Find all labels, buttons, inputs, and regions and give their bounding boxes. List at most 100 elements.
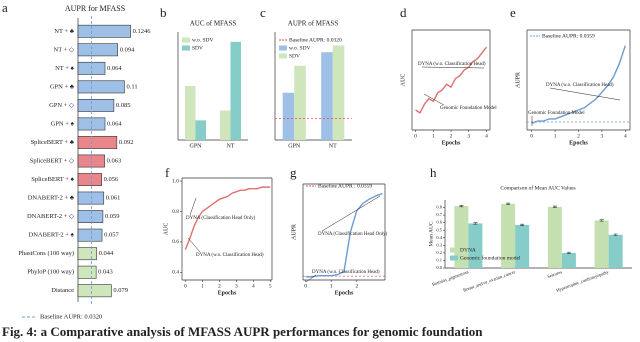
panel-label: c	[260, 5, 266, 20]
x-tick-label: 2	[218, 283, 221, 289]
bar	[547, 206, 562, 268]
y-tick-label: 0.8	[172, 209, 179, 215]
x-tick-label: 1	[201, 283, 204, 289]
legend-swatch	[450, 247, 458, 253]
category-label: NT + ◇	[54, 46, 75, 53]
panel-label: b	[160, 5, 167, 20]
value-label: 0.043	[98, 269, 113, 276]
error-bar	[520, 223, 525, 226]
annotation-arrow	[549, 87, 621, 101]
value-label: 0.094	[120, 46, 135, 53]
y-axis-label: AUPR	[291, 224, 297, 240]
bar	[77, 43, 118, 57]
value-label: 0.057	[104, 232, 119, 239]
category-label: PhyloP (100 way)	[27, 269, 74, 276]
value-label: 0.063	[107, 157, 122, 164]
annotation-arrow	[321, 195, 381, 232]
x-axis-label: Epochs	[569, 140, 588, 146]
y-tick-label: 1.0	[172, 178, 179, 184]
y-tick-label: 0.6	[172, 239, 179, 245]
error-bar	[459, 204, 464, 208]
bar	[608, 234, 623, 268]
annotation-arrow	[187, 237, 201, 253]
bar	[77, 228, 103, 242]
legend-swatch	[279, 53, 287, 59]
x-axis-label: Epochs	[218, 290, 237, 296]
panel-label: d	[400, 5, 407, 20]
line-series	[184, 186, 271, 250]
legend-label: Baseline AUPR : 0.0359	[318, 183, 372, 189]
panel-label: a	[2, 0, 8, 15]
annotation-arrow	[305, 274, 317, 283]
bar	[77, 265, 97, 279]
bar	[501, 203, 516, 268]
value-label: 0.056	[104, 176, 119, 183]
category-label: NT + ♣	[54, 28, 74, 35]
legend-swatch	[450, 255, 458, 261]
bar	[77, 24, 131, 38]
x-tick-label: GPN	[288, 143, 301, 149]
x-tick-label: 2	[355, 283, 358, 289]
x-tick-label: 1	[432, 133, 435, 139]
x-tick-label: 0	[530, 133, 533, 139]
bar	[77, 173, 102, 186]
bar	[515, 224, 530, 268]
bar	[195, 120, 206, 140]
x-tick-label: 4	[624, 133, 627, 139]
x-tick-label: 0	[414, 133, 417, 139]
category-label: DNABERT-2 + ♣	[28, 195, 75, 202]
x-tick-label: 3	[601, 133, 604, 139]
y-tick-label: 0.1	[436, 257, 442, 262]
value-label: 0.085	[116, 102, 131, 109]
x-tick-label: 2	[577, 133, 580, 139]
x-tick-label: 4	[252, 283, 255, 289]
bar	[77, 284, 112, 298]
value-label: 0.079	[113, 287, 128, 294]
x-tick-label: GPN	[189, 143, 202, 149]
x-tick-label: Seizures	[547, 269, 563, 279]
x-tick-label: 0	[184, 283, 187, 289]
x-tick-label: NT	[329, 143, 337, 149]
panel-title: AUC of MFASS	[190, 20, 237, 28]
legend-label: Genomic foundation model	[460, 254, 521, 261]
line-series	[415, 46, 488, 114]
category-label: GPN + ♣	[50, 83, 75, 90]
legend-swatch	[182, 45, 190, 51]
category-label: Distance	[51, 287, 74, 294]
bar	[220, 110, 231, 140]
legend-swatch	[279, 45, 287, 51]
bar	[321, 52, 333, 140]
annotation-arrow	[189, 197, 197, 216]
bar	[561, 252, 576, 268]
value-label: 0.044	[99, 250, 114, 257]
x-tick-label: 1	[330, 283, 333, 289]
value-label: 0.064	[107, 65, 122, 72]
x-tick-label: NT	[227, 143, 235, 149]
bar	[282, 92, 295, 140]
category-label: SpliceBERT + ◇	[30, 157, 75, 164]
x-tick-label: 3	[235, 283, 238, 289]
panel-label: f	[165, 165, 170, 180]
value-label: 0.1246	[133, 28, 152, 35]
legend-label: w.o. SDV	[289, 45, 311, 51]
y-axis-label: AUC	[400, 74, 406, 87]
x-axis-label: Epochs	[442, 140, 461, 146]
error-bar	[506, 202, 511, 205]
x-tick-label: 2	[450, 133, 453, 139]
legend-label: DYNA	[460, 247, 476, 253]
bar	[77, 98, 115, 112]
bar	[454, 206, 469, 268]
panel-title: Comparison of Mean AUC Values	[500, 184, 575, 191]
x-axis-label: Epochs	[335, 290, 354, 296]
x-tick-label: 5	[269, 283, 272, 289]
y-tick-label: 0.5	[436, 227, 442, 232]
value-label: 0.092	[119, 139, 134, 146]
legend-label: w.o. SDV	[192, 37, 214, 43]
bar	[468, 223, 483, 268]
value-label: 0.064	[107, 120, 122, 127]
line-series	[531, 45, 626, 124]
x-tick-label: 1	[554, 133, 557, 139]
legend-swatch	[182, 37, 190, 43]
y-tick-label: 0.6	[436, 220, 442, 225]
